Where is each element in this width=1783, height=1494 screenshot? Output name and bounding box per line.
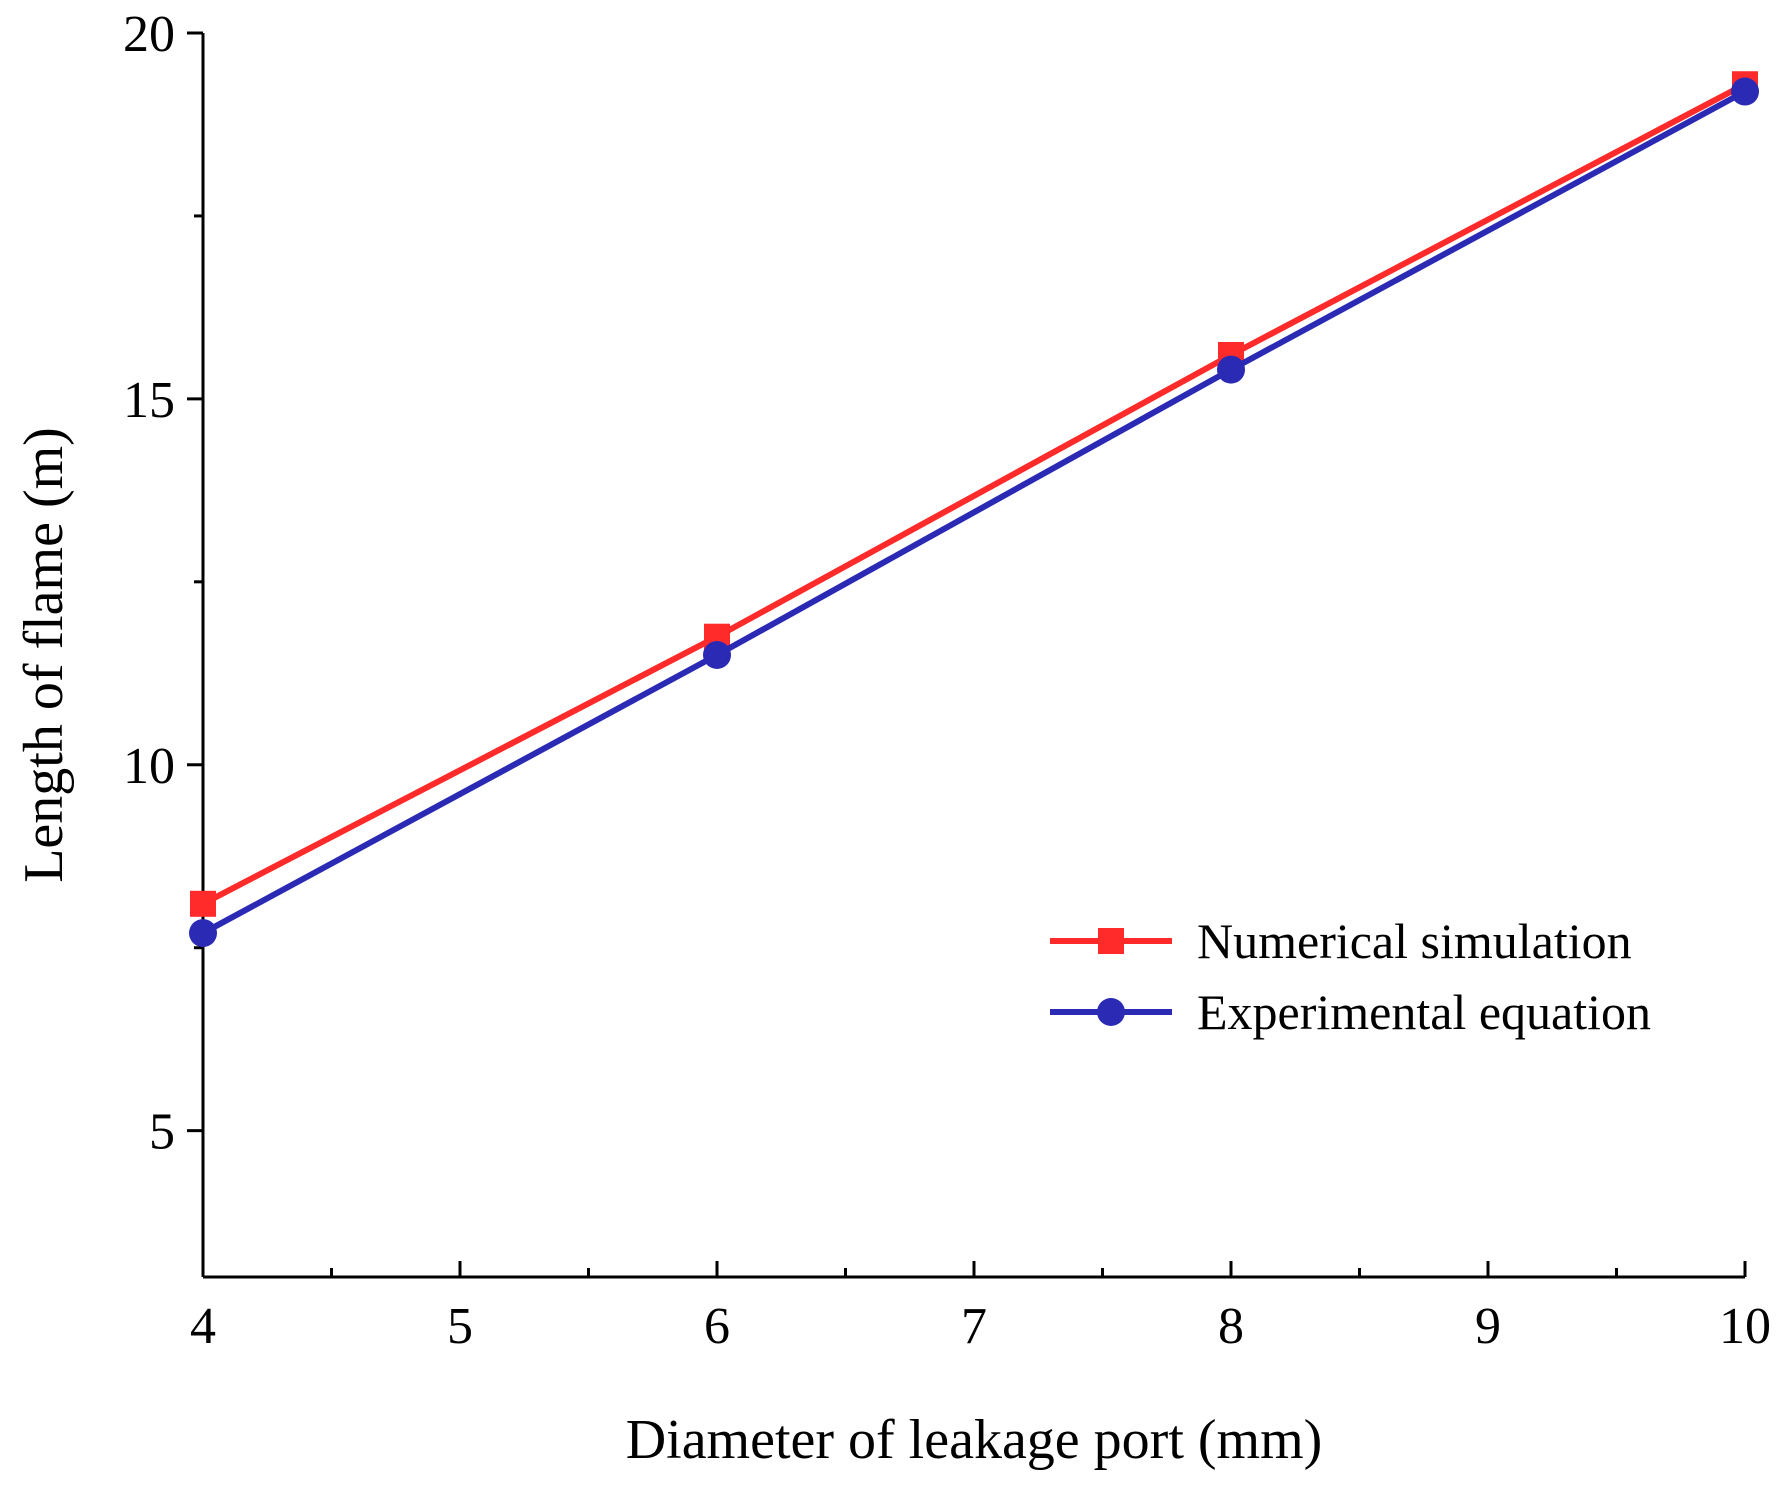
legend-marker-numerical-simulation bbox=[1098, 928, 1124, 954]
y-tick-label-20: 20 bbox=[123, 6, 175, 63]
x-tick-label-6: 6 bbox=[704, 1298, 730, 1355]
legend-item-numerical-simulation: Numerical simulation bbox=[1050, 913, 1632, 969]
x-tick-label-4: 4 bbox=[190, 1298, 216, 1355]
data-point-experimental-equation-8 bbox=[1217, 355, 1245, 384]
x-tick-label-5: 5 bbox=[447, 1298, 473, 1355]
series-line-experimental-equation bbox=[201, 88, 1747, 936]
y-tick-label-15: 15 bbox=[123, 372, 175, 429]
x-tick-label-9: 9 bbox=[1475, 1298, 1501, 1355]
legend-marker-experimental-equation bbox=[1097, 998, 1125, 1026]
y-axis-ticks: 5 10 15 20 bbox=[123, 6, 203, 1161]
x-tick-label-7: 7 bbox=[961, 1298, 987, 1355]
legend-label-numerical-simulation: Numerical simulation bbox=[1197, 913, 1632, 969]
series-line-numerical-simulation bbox=[201, 81, 1747, 907]
data-point-experimental-equation-10 bbox=[1731, 77, 1759, 106]
x-tick-label-10: 10 bbox=[1719, 1298, 1771, 1355]
y-axis-title: Length of flame (m) bbox=[13, 427, 75, 883]
data-point-experimental-equation-6 bbox=[703, 641, 731, 669]
x-tick-label-8: 8 bbox=[1218, 1298, 1244, 1355]
legend-label-experimental-equation: Experimental equation bbox=[1197, 984, 1651, 1040]
y-tick-label-10: 10 bbox=[123, 738, 175, 795]
data-point-experimental-equation-4 bbox=[189, 919, 217, 948]
x-axis-ticks: 4 5 6 7 8 9 10 bbox=[190, 1261, 1771, 1355]
legend-item-experimental-equation: Experimental equation bbox=[1050, 984, 1651, 1040]
data-point-numerical-simulation-4 bbox=[190, 890, 216, 917]
y-tick-label-5: 5 bbox=[149, 1104, 175, 1161]
series-layer bbox=[189, 71, 1759, 948]
x-axis-title: Diameter of leakage port (mm) bbox=[626, 1409, 1323, 1471]
legend: Numerical simulation Experimental equati… bbox=[1050, 913, 1651, 1040]
